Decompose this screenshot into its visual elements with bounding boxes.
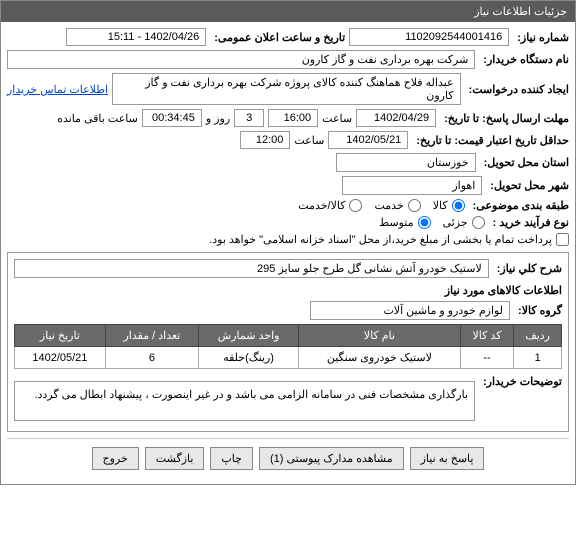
td-unit: (رینگ)حلقه xyxy=(199,347,299,369)
button-row: پاسخ به نیاز مشاهده مدارک پیوستی (1) چاپ… xyxy=(7,438,569,478)
row-deadline: مهلت ارسال پاسخ: تا تاریخ: 1402/04/29 سا… xyxy=(7,109,569,127)
th-unit: واحد شمارش xyxy=(199,325,299,347)
th-code: کد کالا xyxy=(460,325,514,347)
radio-service-input[interactable] xyxy=(408,199,421,212)
need-number-label: شماره نیاز: xyxy=(517,31,569,44)
radio-goods[interactable]: کالا xyxy=(425,199,465,212)
radio-service[interactable]: خدمت xyxy=(366,199,420,212)
th-name: نام کالا xyxy=(299,325,460,347)
requester-value: عبداله فلاح هماهنگ کننده کالای پروژه شرک… xyxy=(112,73,461,105)
contact-link[interactable]: اطلاعات تماس خریدار xyxy=(7,83,108,96)
buyer-notes-value: بارگذاری مشخصات فنی در سامانه الزامی می … xyxy=(14,381,475,421)
th-date: تاریخ نیاز xyxy=(15,325,106,347)
items-table: ردیف کد کالا نام کالا واحد شمارش تعداد /… xyxy=(14,324,562,369)
respond-button[interactable]: پاسخ به نیاز xyxy=(410,447,485,470)
buyer-org-label: نام دستگاه خریدار: xyxy=(483,53,569,66)
radio-gs-input[interactable] xyxy=(349,199,362,212)
desc-value: لاستیک خودرو آتش نشانی گل طرح جلو سایز 2… xyxy=(14,259,489,278)
deadline-label: مهلت ارسال پاسخ: تا تاریخ: xyxy=(444,112,569,125)
row-city: شهر محل تحویل: اهواز xyxy=(7,176,569,195)
radio-gs-label: کالا/خدمت xyxy=(298,199,345,212)
days-value: 3 xyxy=(234,109,264,127)
td-qty: 6 xyxy=(105,347,198,369)
th-qty: تعداد / مقدار xyxy=(105,325,198,347)
group-label: گروه کالا: xyxy=(518,304,562,317)
checkbox-treasury-input[interactable] xyxy=(556,233,569,246)
radio-partial-label: جزئی xyxy=(443,216,468,229)
buyer-org-value: شرکت بهره برداری نفت و گاز کارون xyxy=(7,50,475,69)
buyer-notes-label: توضیحات خریدار: xyxy=(483,375,562,388)
table-header-row: ردیف کد کالا نام کالا واحد شمارش تعداد /… xyxy=(15,325,562,347)
row-validity: حداقل تاریخ اعتبار قیمت: تا تاریخ: 1402/… xyxy=(7,131,569,149)
details-panel: جزئیات اطلاعات نیاز شماره نیاز: 11020925… xyxy=(0,0,576,485)
radio-goods-input[interactable] xyxy=(452,199,465,212)
radio-partial[interactable]: جزئی xyxy=(435,216,485,229)
validity-label: حداقل تاریخ اعتبار قیمت: تا تاریخ: xyxy=(416,134,569,147)
hour-label-2: ساعت xyxy=(294,134,324,147)
deadline-date: 1402/04/29 xyxy=(356,109,436,127)
row-purchase-type: نوع فرآیند خرید : جزئی متوسط پرداخت تمام… xyxy=(7,216,569,246)
remain-label: ساعت باقی مانده xyxy=(57,112,138,125)
group-value: لوازم خودرو و ماشین آلات xyxy=(310,301,510,320)
validity-date: 1402/05/21 xyxy=(328,131,408,149)
td-idx: 1 xyxy=(514,347,562,369)
radio-medium-label: متوسط xyxy=(379,216,414,229)
row-buyer-org: نام دستگاه خریدار: شرکت بهره برداری نفت … xyxy=(7,50,569,69)
deadline-hour: 16:00 xyxy=(268,109,318,127)
city-label: شهر محل تحویل: xyxy=(490,179,569,192)
th-row: ردیف xyxy=(514,325,562,347)
category-label: طبقه بندی موضوعی: xyxy=(473,199,569,212)
hour-label-1: ساعت xyxy=(322,112,352,125)
city-value: اهواز xyxy=(342,176,482,195)
print-button[interactable]: چاپ xyxy=(210,447,253,470)
row-requester: ایجاد کننده درخواست: عبداله فلاح هماهنگ … xyxy=(7,73,569,105)
validity-hour: 12:00 xyxy=(240,131,290,149)
td-code: -- xyxy=(460,347,514,369)
panel-title: جزئیات اطلاعات نیاز xyxy=(1,1,575,22)
radio-medium[interactable]: متوسط xyxy=(371,216,431,229)
td-date: 1402/05/21 xyxy=(15,347,106,369)
days-label: روز و xyxy=(206,112,230,125)
row-desc: شرح كلي نياز: لاستیک خودرو آتش نشانی گل … xyxy=(14,259,562,278)
row-category: طبقه بندی موضوعی: کالا خدمت کالا/خدمت xyxy=(7,199,569,212)
requester-label: ایجاد کننده درخواست: xyxy=(469,83,569,96)
desc-label: شرح كلي نياز: xyxy=(497,262,562,275)
td-name: لاستیک خودروی سنگین xyxy=(299,347,460,369)
checkbox-treasury-label: پرداخت تمام یا بخشی از مبلغ خرید،از محل … xyxy=(209,233,552,246)
purchase-type-label: نوع فرآیند خرید : xyxy=(493,216,569,229)
items-title: اطلاعات کالاهای مورد نیاز xyxy=(14,284,562,297)
row-province: استان محل تحویل: خوزستان xyxy=(7,153,569,172)
panel-body: شماره نیاز: 1102092544001416 تاریخ و ساع… xyxy=(1,22,575,484)
back-button[interactable]: بازگشت xyxy=(145,447,205,470)
announce-date-value: 1402/04/26 - 15:11 xyxy=(66,28,206,46)
radio-partial-input[interactable] xyxy=(472,216,485,229)
table-row: 1 -- لاستیک خودروی سنگین (رینگ)حلقه 6 14… xyxy=(15,347,562,369)
announce-date-label: تاریخ و ساعت اعلان عمومی: xyxy=(214,31,345,44)
radio-medium-input[interactable] xyxy=(418,216,431,229)
checkbox-treasury[interactable]: پرداخت تمام یا بخشی از مبلغ خرید،از محل … xyxy=(201,233,569,246)
inner-summary-box: شرح كلي نياز: لاستیک خودرو آتش نشانی گل … xyxy=(7,252,569,432)
need-number-value: 1102092544001416 xyxy=(349,28,509,46)
remain-time: 00:34:45 xyxy=(142,109,202,127)
row-need-number: شماره نیاز: 1102092544001416 تاریخ و ساع… xyxy=(7,28,569,46)
radio-service-label: خدمت xyxy=(374,199,403,212)
province-value: خوزستان xyxy=(336,153,476,172)
province-label: استان محل تحویل: xyxy=(484,156,569,169)
radio-goods-label: کالا xyxy=(433,199,448,212)
attachments-button[interactable]: مشاهده مدارک پیوستی (1) xyxy=(259,447,404,470)
exit-button[interactable]: خروج xyxy=(92,447,139,470)
row-buyer-notes: توضیحات خریدار: بارگذاری مشخصات فنی در س… xyxy=(14,375,562,421)
radio-goods-service[interactable]: کالا/خدمت xyxy=(290,199,362,212)
row-group: گروه کالا: لوازم خودرو و ماشین آلات xyxy=(14,301,562,320)
